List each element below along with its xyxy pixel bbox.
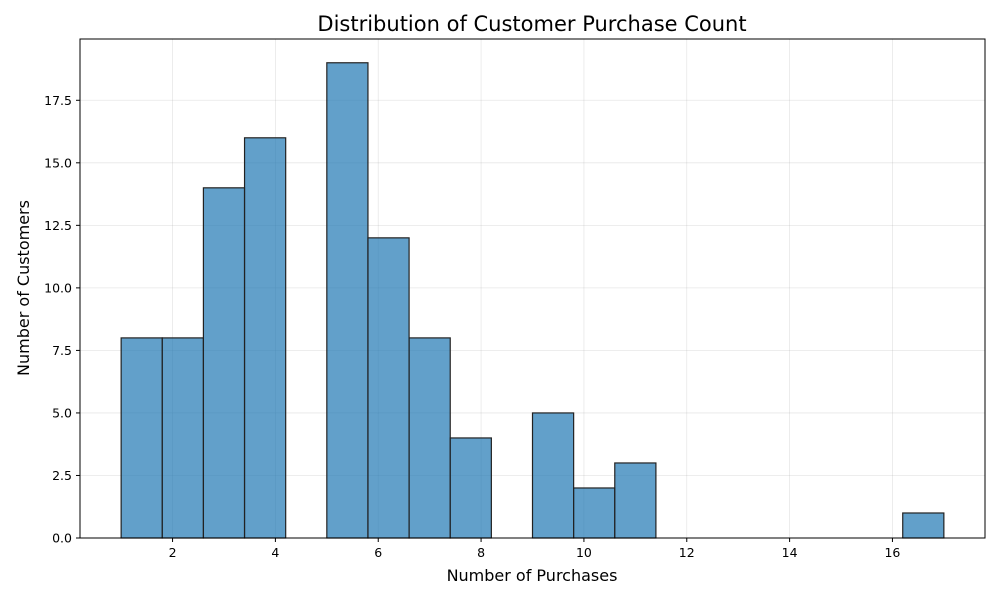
x-tick-label: 8 [477,545,485,560]
histogram-bar [161,337,205,539]
y-axis-label: Number of Customers [14,200,33,376]
histogram-bars [120,62,945,539]
histogram-bar [408,337,451,539]
histogram-bar [449,437,492,539]
histogram-bar [326,62,369,539]
plot-frame [79,38,986,539]
histogram-bar [243,137,287,539]
histogram-bar [120,337,163,539]
histogram-bar [531,412,575,539]
y-tick-label: 5.0 [52,405,72,420]
x-tick-label: 6 [374,545,382,560]
x-tick-label: 16 [884,545,900,560]
y-tick-label: 12.5 [44,218,72,233]
histogram-bar [902,512,945,539]
histogram-bar [614,462,657,539]
x-tick-label: 10 [576,545,592,560]
y-tick-label: 10.0 [44,280,72,295]
histogram-bar [202,187,246,539]
x-axis-ticks: 2 4 6 8 10 12 14 16 [169,538,900,560]
x-tick-label: 2 [169,545,177,560]
y-tick-label: 17.5 [44,93,72,108]
x-tick-label: 14 [782,545,798,560]
x-axis-label: Number of Purchases [447,566,618,585]
y-tick-label: 7.5 [52,343,72,358]
y-tick-label: 15.0 [44,155,72,170]
x-tick-label: 4 [271,545,279,560]
y-tick-label: 0.0 [52,531,72,546]
histogram-bar [367,237,410,539]
y-tick-label: 2.5 [52,468,72,483]
y-axis-ticks: 0.0 2.5 5.0 7.5 10.0 12.5 15.0 17.5 [44,93,80,546]
x-tick-label: 12 [679,545,695,560]
histogram-bar [573,487,616,539]
chart-title: Distribution of Customer Purchase Count [317,12,746,36]
